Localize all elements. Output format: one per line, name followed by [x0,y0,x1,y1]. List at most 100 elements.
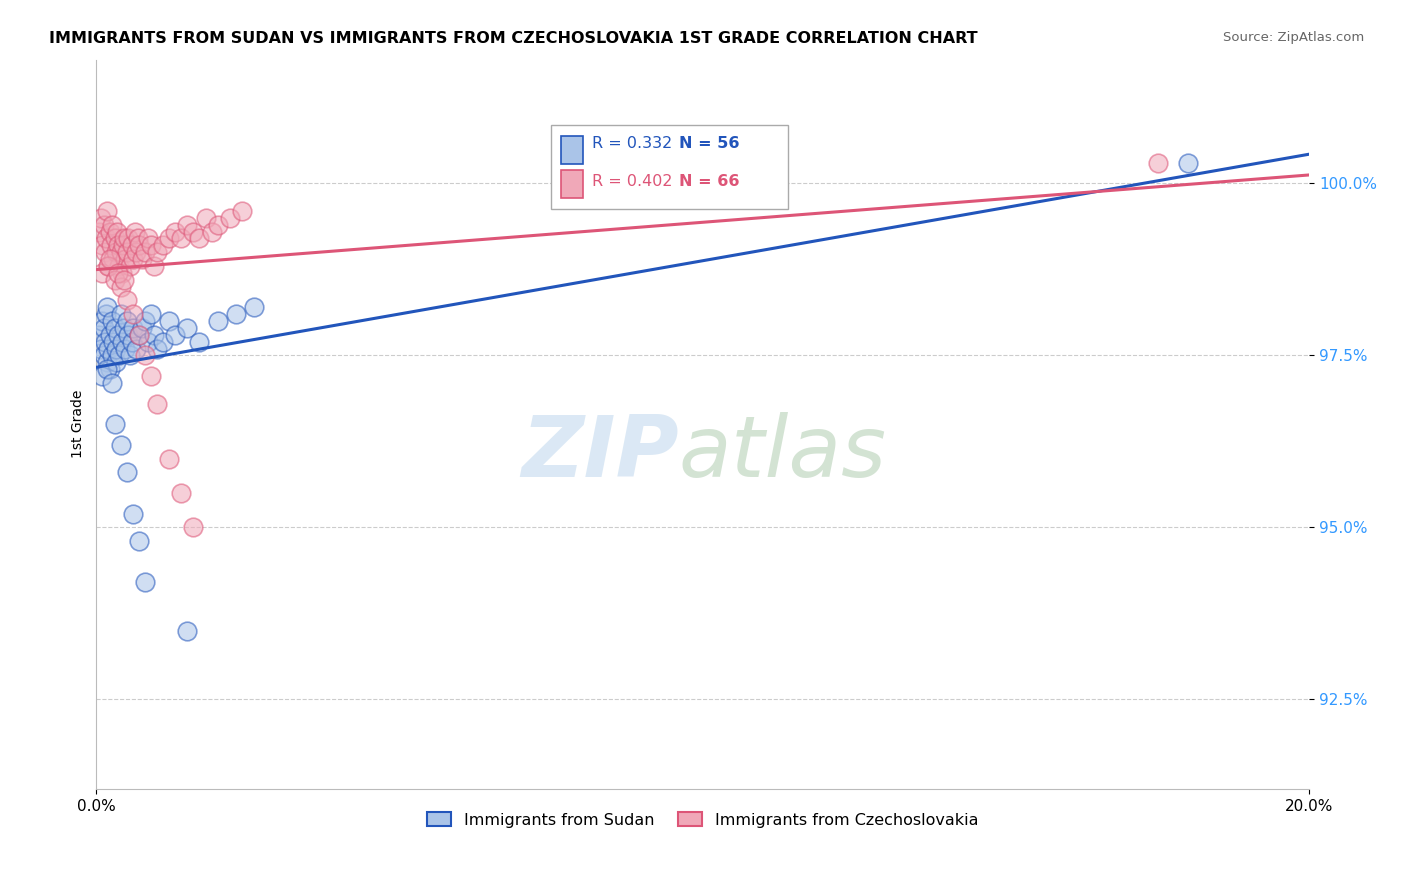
Point [170,231,193,245]
Point [128,327,150,342]
Point [139,369,162,384]
Point [114,252,136,266]
Point [121,252,143,266]
FancyBboxPatch shape [561,170,582,198]
Point [112,321,135,335]
Point [114,342,136,356]
Point [91,314,114,328]
FancyBboxPatch shape [551,125,787,209]
Point [207,314,229,328]
Point [112,231,135,245]
Point [110,307,132,321]
Point [105,342,128,356]
Point [98,362,121,376]
Point [188,334,211,349]
Point [146,342,169,356]
Point [121,321,143,335]
Point [194,211,217,225]
Text: ZIP: ZIP [520,412,679,495]
Point [183,225,205,239]
Point [107,327,129,342]
Point [131,321,153,335]
Point [146,396,169,410]
Point [118,348,141,362]
Text: N = 56: N = 56 [679,136,740,151]
Point [100,314,122,328]
Point [125,245,148,260]
Point [112,273,135,287]
Text: atlas: atlas [679,412,887,495]
Point [96,204,118,219]
Point [134,314,156,328]
Point [170,486,193,500]
Point [152,334,174,349]
Point [207,218,229,232]
Point [107,266,129,280]
Point [124,225,146,239]
Point [157,451,180,466]
Point [93,321,115,335]
Point [157,231,180,245]
Point [94,334,117,349]
Point [97,259,120,273]
Point [139,238,162,252]
Point [115,293,138,308]
Point [111,334,134,349]
Point [218,211,240,225]
Point [103,273,125,287]
Point [117,327,139,342]
Point [104,245,127,260]
Point [1177,156,1199,170]
Point [128,238,150,252]
Point [100,238,122,252]
Point [134,575,156,590]
Point [121,238,143,252]
Point [103,334,125,349]
Point [93,218,115,232]
Point [231,204,253,219]
Point [115,466,138,480]
Point [136,231,159,245]
Point [136,334,159,349]
Point [127,231,149,245]
Point [112,238,135,252]
Point [1146,156,1168,170]
Point [94,307,117,321]
Text: N = 66: N = 66 [679,174,740,189]
Legend: Immigrants from Sudan, Immigrants from Czechoslovakia: Immigrants from Sudan, Immigrants from C… [419,804,987,836]
Point [110,438,132,452]
Point [103,417,125,432]
Point [131,252,153,266]
Point [96,355,118,369]
Point [121,307,143,321]
Point [97,342,120,356]
Text: R = 0.332: R = 0.332 [592,136,672,151]
Point [143,327,166,342]
Point [96,300,118,314]
Point [121,507,143,521]
Point [176,624,198,638]
Point [146,245,169,260]
Point [103,252,125,266]
Point [188,231,211,245]
Point [94,245,117,260]
Point [118,259,141,273]
Point [104,355,127,369]
Point [98,225,121,239]
Text: R = 0.402: R = 0.402 [592,174,673,189]
Point [111,266,134,280]
Point [110,279,132,293]
Point [128,327,150,342]
Point [183,520,205,534]
Point [91,266,114,280]
Point [225,307,247,321]
Y-axis label: 1st Grade: 1st Grade [72,390,86,458]
Point [125,342,148,356]
Point [90,211,112,225]
Point [103,321,125,335]
Point [110,245,132,260]
Point [98,252,121,266]
Point [98,327,121,342]
Point [107,238,129,252]
Point [115,314,138,328]
